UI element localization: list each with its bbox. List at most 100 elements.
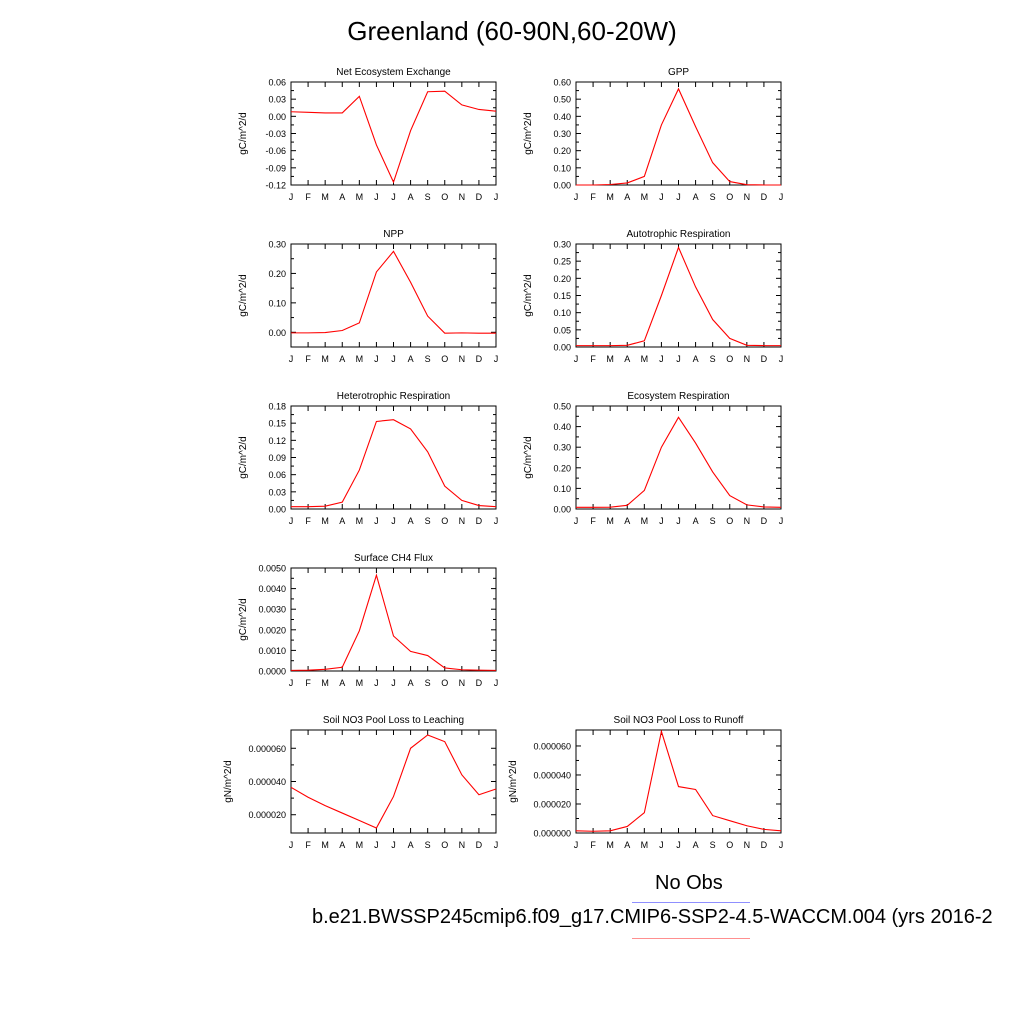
x-tick-label: J	[659, 192, 664, 202]
y-tick-label: 0.00	[268, 112, 286, 122]
y-tick-label: 0.000060	[533, 741, 571, 751]
series-line	[576, 87, 781, 186]
y-axis-label: gN/m^2/d	[223, 760, 234, 803]
x-tick-label: M	[606, 192, 614, 202]
x-tick-label: J	[391, 516, 396, 526]
x-tick-label: M	[356, 840, 364, 850]
panel-title: Soil NO3 Pool Loss to Leaching	[323, 715, 464, 726]
y-tick-label: 0.30	[553, 129, 571, 139]
y-tick-label: -0.12	[265, 181, 286, 191]
x-tick-label: M	[606, 840, 614, 850]
x-tick-label: M	[606, 354, 614, 364]
y-tick-label: 0.06	[268, 470, 286, 480]
panel-title: Surface CH4 Flux	[354, 553, 433, 564]
y-tick-label: 0.000040	[533, 770, 571, 780]
x-tick-label: A	[339, 840, 345, 850]
panel-title: Ecosystem Respiration	[627, 391, 729, 402]
x-tick-label: M	[356, 354, 364, 364]
panel-title: Net Ecosystem Exchange	[336, 67, 451, 78]
panel-frame	[575, 405, 782, 510]
x-tick-label: J	[289, 354, 294, 364]
page-title: Greenland (60-90N,60-20W)	[347, 16, 677, 46]
x-tick-label: J	[779, 354, 784, 364]
x-tick-label: D	[761, 354, 768, 364]
x-tick-label: F	[305, 354, 311, 364]
legend-obs-line	[632, 902, 750, 903]
y-tick-label: 0.0050	[258, 564, 286, 574]
y-tick-label: 0.10	[268, 298, 286, 308]
panel-frame	[575, 243, 782, 348]
y-tick-label: 0.25	[553, 257, 571, 267]
y-tick-label: 0.15	[553, 291, 571, 301]
y-axis-label: gC/m^2/d	[523, 436, 534, 479]
x-tick-label: M	[321, 678, 329, 688]
x-tick-label: A	[693, 354, 699, 364]
x-tick-label: J	[289, 840, 294, 850]
y-tick-label: 0.05	[553, 325, 571, 335]
x-tick-label: F	[590, 192, 596, 202]
y-axis-label: gC/m^2/d	[523, 112, 534, 155]
y-tick-label: 0.20	[553, 146, 571, 156]
x-tick-label: J	[659, 516, 664, 526]
legend-case-label: b.e21.BWSSP245cmip6.f09_g17.CMIP6-SSP2-4…	[312, 906, 993, 928]
x-tick-label: A	[693, 840, 699, 850]
panel-frame	[290, 405, 497, 510]
y-tick-label: 0.15	[268, 419, 286, 429]
series-line	[576, 416, 782, 508]
x-tick-label: O	[441, 840, 448, 850]
x-tick-label: M	[641, 840, 649, 850]
y-tick-label: -0.03	[265, 129, 286, 139]
legend-obs-label: No Obs	[655, 872, 723, 894]
x-tick-label: S	[710, 354, 716, 364]
y-tick-label: 0.60	[553, 78, 571, 88]
x-tick-label: A	[408, 840, 414, 850]
x-tick-label: J	[494, 678, 499, 688]
y-axis-label: gC/m^2/d	[238, 274, 249, 317]
x-tick-label: D	[761, 516, 768, 526]
x-tick-label: A	[408, 678, 414, 688]
y-axis-label: gC/m^2/d	[238, 112, 249, 155]
x-tick-label: J	[289, 192, 294, 202]
y-tick-label: 0.0030	[258, 605, 286, 615]
x-tick-label: N	[744, 840, 751, 850]
y-tick-label: 0.30	[553, 443, 571, 453]
x-tick-label: N	[459, 192, 466, 202]
x-tick-label: J	[574, 192, 579, 202]
x-tick-label: A	[624, 516, 630, 526]
x-tick-label: J	[391, 354, 396, 364]
x-tick-label: J	[289, 516, 294, 526]
y-tick-label: 0.20	[553, 463, 571, 473]
series-line	[290, 573, 497, 671]
x-tick-label: O	[441, 354, 448, 364]
x-tick-label: S	[710, 840, 716, 850]
x-tick-label: N	[744, 354, 751, 364]
panel-title: Autotrophic Respiration	[627, 229, 731, 240]
panel-title: GPP	[668, 67, 689, 78]
x-tick-label: O	[726, 354, 733, 364]
x-tick-label: A	[339, 678, 345, 688]
x-tick-label: N	[459, 354, 466, 364]
x-tick-label: M	[321, 192, 329, 202]
x-tick-label: S	[710, 516, 716, 526]
x-tick-label: M	[356, 678, 364, 688]
y-tick-label: 0.00	[268, 328, 286, 338]
x-tick-label: O	[726, 192, 733, 202]
y-tick-label: 0.20	[553, 274, 571, 284]
x-tick-label: J	[779, 192, 784, 202]
x-tick-label: N	[459, 840, 466, 850]
x-tick-label: J	[779, 840, 784, 850]
y-tick-label: -0.09	[265, 163, 286, 173]
x-tick-label: S	[425, 192, 431, 202]
x-tick-label: O	[441, 678, 448, 688]
y-tick-label: 0.000020	[248, 810, 286, 820]
series-line	[291, 250, 496, 334]
y-tick-label: 0.03	[268, 487, 286, 497]
x-tick-label: N	[744, 192, 751, 202]
series-line	[290, 734, 497, 829]
x-tick-label: A	[693, 192, 699, 202]
y-tick-label: 0.12	[268, 436, 286, 446]
